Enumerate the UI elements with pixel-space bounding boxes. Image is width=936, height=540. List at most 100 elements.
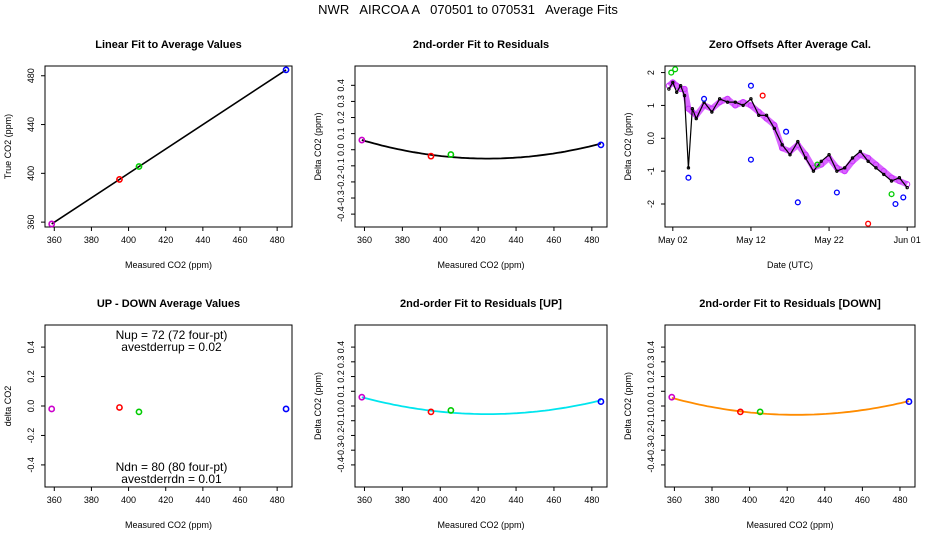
panel-title: 2nd-order Fit to Residuals [413,39,549,51]
data-point [736,408,744,416]
series-point [882,172,886,177]
data-point [358,393,366,401]
x-tick-label: 380 [84,235,99,245]
x-tick-label: 480 [270,235,285,245]
chart-zero-offsets: Zero Offsets After Average Cal. Date (UTC… [623,39,921,270]
data-point [282,405,290,413]
y-tick-label: -0.2 [646,428,656,444]
series-point [811,169,816,173]
fit-line [51,69,287,225]
series-point [780,143,784,147]
outlier-point [794,199,801,206]
x-tick-label: 400 [121,495,136,505]
series-point [788,153,792,157]
data-point [447,151,455,158]
outlier-point [814,161,821,168]
chart-residuals-up: 2nd-order Fit to Residuals [UP] Measured … [313,298,608,530]
y-tick-label: 360 [26,215,36,230]
panel-title: UP - DOWN Average Values [97,298,240,310]
series-point [866,159,870,163]
x-tick-label: 380 [704,495,719,505]
x-tick-label: 460 [232,235,247,245]
x-tick-label: 420 [471,235,486,245]
x-tick-label: 460 [546,235,561,245]
y-tick-label: 0.3 [336,356,346,369]
x-axis-label: Date (UTC) [767,260,813,270]
series-point [764,113,769,117]
y-tick-label: 0.2 [26,370,36,383]
data-point [597,398,605,405]
x-tick-label: 380 [395,495,410,505]
y-tick-label: 0.4 [336,79,346,92]
y-tick-label: 1 [646,103,656,108]
x-tick-label: 380 [84,495,99,505]
series-point [710,110,714,114]
y-tick-label: 400 [26,166,36,181]
outlier-point [783,128,790,135]
y-tick-label: -0.3 [336,190,346,206]
series-point [905,185,909,190]
data-point [135,408,143,416]
x-tick-label: May 22 [814,235,844,245]
series-point [850,156,855,160]
y-tick-label: -0.4 [26,457,36,473]
annotation-ndn: Ndn = 80 (80 four-pt) [116,460,228,474]
data-point [668,393,676,401]
y-tick-label: -0.2 [336,428,346,444]
x-tick-label: 400 [433,495,448,505]
y-tick-label: 0.4 [26,341,36,354]
figure-title: NWR AIRCOA A 070501 to 070531 Average Fi… [318,2,618,17]
x-tick-label: 440 [195,495,210,505]
data-point [358,136,366,144]
plot-frame [354,324,608,488]
y-tick-label: 0.2 [336,370,346,383]
panel-title: 2nd-order Fit to Residuals [DOWN] [699,298,881,310]
y-tick-label: 0.2 [336,111,346,124]
series-point [732,102,739,109]
y-tick-label: 0.1 [336,127,346,140]
plot-frame [44,65,293,228]
data-point [597,141,605,149]
series-point [796,139,800,144]
data-point [48,220,56,228]
data-point [116,404,123,411]
y-tick-label: 2 [646,70,656,75]
y-tick-label: 480 [26,68,36,83]
series-point [671,80,675,85]
data-point [427,152,435,160]
series-point [733,100,738,104]
series-point [678,84,683,88]
outlier-point [892,200,899,208]
data-point [116,176,123,183]
data-point [427,408,435,416]
x-tick-label: 460 [232,495,247,505]
series-point [675,90,679,94]
x-tick-label: 480 [270,495,285,505]
y-tick-label: -0.2 [26,428,36,444]
x-tick-label: 440 [195,235,210,245]
x-tick-label: 420 [780,495,795,505]
x-tick-label: 360 [667,495,682,505]
outlier-point [888,191,895,198]
y-tick-label: 0.0 [336,400,346,413]
y-axis-label: Delta CO2 (ppm) [313,112,323,180]
series-point [667,87,671,91]
x-tick-label: 420 [158,235,173,245]
fit-curve [361,139,602,160]
x-tick-label: 360 [357,235,372,245]
y-tick-label: -0.1 [646,413,656,429]
y-tick-label: -0.4 [646,457,656,473]
series-point [858,149,863,154]
y-tick-label: 0.3 [646,356,656,369]
annotation-avestderrdn: avestderrdn = 0.01 [121,472,222,486]
y-tick-label: -0.3 [646,442,656,458]
y-tick-label: 0.0 [26,400,36,413]
series-point [803,156,808,160]
y-tick-label: 440 [26,117,36,132]
panel-title: Linear Fit to Average Values [95,39,242,51]
annotation-avestderrup: avestderrup = 0.02 [121,340,222,354]
x-tick-label: 380 [395,235,410,245]
series-point [690,107,695,111]
outlier-point [685,174,692,181]
